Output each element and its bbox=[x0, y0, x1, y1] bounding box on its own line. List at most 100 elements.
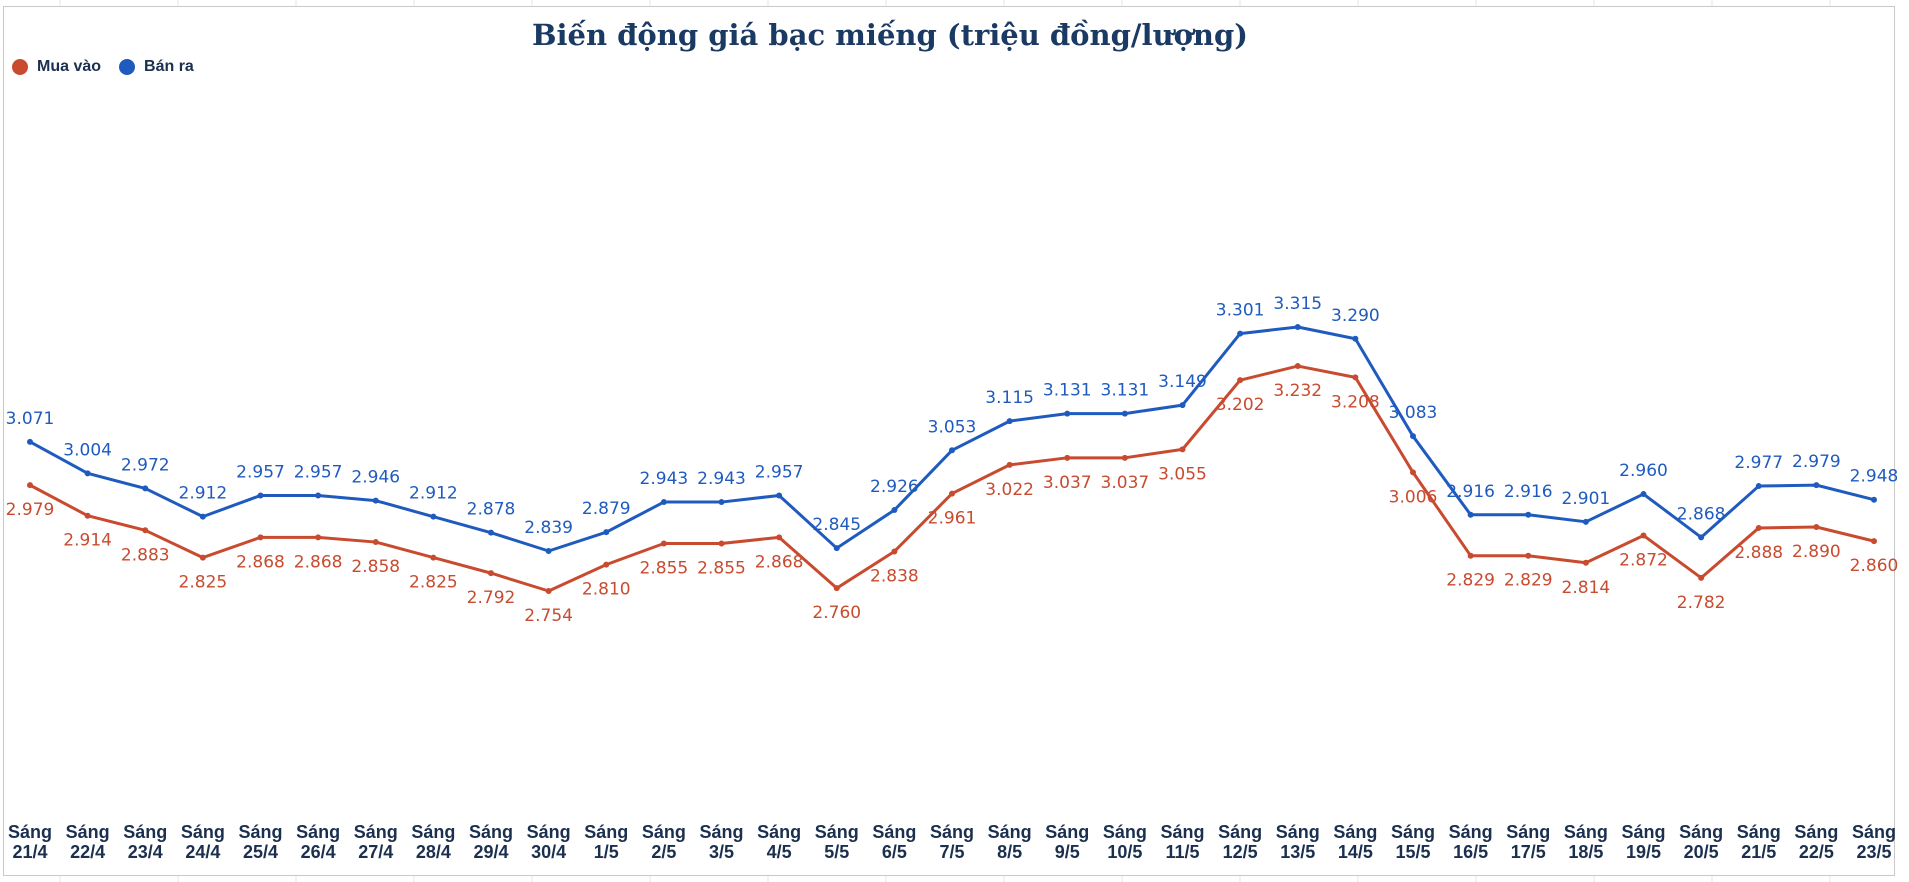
data-label-mua-vao: 3.037 bbox=[1101, 473, 1150, 493]
data-label-mua-vao: 2.860 bbox=[1850, 556, 1899, 576]
data-point-mua-vao bbox=[372, 539, 379, 546]
legend-item-mua-vao: Mua vào bbox=[12, 58, 101, 76]
data-label-mua-vao: 3.037 bbox=[1043, 473, 1092, 493]
data-point-ban-ra bbox=[1179, 402, 1186, 409]
x-tick-label: 5/5 bbox=[824, 842, 849, 862]
data-label-mua-vao: 2.883 bbox=[121, 545, 170, 565]
data-point-mua-vao bbox=[833, 585, 840, 592]
data-label-ban-ra: 2.957 bbox=[755, 462, 804, 482]
data-point-mua-vao bbox=[1871, 538, 1877, 545]
data-label-mua-vao: 2.825 bbox=[179, 573, 228, 593]
data-point-ban-ra bbox=[315, 492, 322, 499]
data-label-ban-ra: 2.868 bbox=[1677, 504, 1726, 524]
data-point-ban-ra bbox=[1813, 482, 1820, 489]
data-label-ban-ra: 2.943 bbox=[697, 469, 746, 489]
data-point-mua-vao bbox=[1294, 363, 1301, 370]
data-label-mua-vao: 2.868 bbox=[755, 552, 804, 572]
x-tick-label: 22/4 bbox=[70, 842, 105, 862]
x-tick-label: 4/5 bbox=[767, 842, 792, 862]
data-label-ban-ra: 2.972 bbox=[121, 455, 170, 475]
x-tick-label: Sáng bbox=[930, 822, 974, 842]
data-point-ban-ra bbox=[372, 497, 379, 504]
data-label-mua-vao: 3.055 bbox=[1158, 464, 1207, 484]
legend-label-ban-ra: Bán ra bbox=[144, 58, 194, 75]
data-point-mua-vao bbox=[1352, 374, 1359, 381]
data-point-mua-vao bbox=[1121, 454, 1128, 461]
legend-swatch-mua-vao bbox=[12, 59, 28, 75]
data-label-ban-ra: 2.979 bbox=[1792, 452, 1841, 472]
data-point-ban-ra bbox=[1698, 534, 1705, 541]
data-label-mua-vao: 2.868 bbox=[294, 552, 343, 572]
x-tick-label: 13/5 bbox=[1280, 842, 1315, 862]
data-point-mua-vao bbox=[1410, 469, 1416, 476]
x-tick-label: 16/5 bbox=[1453, 842, 1488, 862]
x-tick-label: Sáng bbox=[354, 822, 398, 842]
data-label-mua-vao: 2.888 bbox=[1734, 543, 1783, 563]
x-tick-label: 26/4 bbox=[301, 842, 336, 862]
data-label-mua-vao: 3.006 bbox=[1389, 487, 1438, 507]
data-label-ban-ra: 3.083 bbox=[1389, 403, 1438, 423]
x-tick-label: 22/5 bbox=[1799, 842, 1834, 862]
data-label-mua-vao: 2.838 bbox=[870, 566, 919, 586]
data-point-mua-vao bbox=[84, 512, 91, 519]
x-tick-label: 12/5 bbox=[1223, 842, 1258, 862]
x-tick-label: 24/4 bbox=[185, 842, 220, 862]
data-label-mua-vao: 2.825 bbox=[409, 573, 458, 593]
x-tick-label: 17/5 bbox=[1511, 842, 1546, 862]
data-label-mua-vao: 2.855 bbox=[640, 558, 689, 578]
data-point-mua-vao bbox=[1525, 552, 1532, 559]
data-label-mua-vao: 2.961 bbox=[928, 509, 977, 529]
data-label-ban-ra: 3.149 bbox=[1158, 372, 1207, 392]
x-tick-label: 19/5 bbox=[1626, 842, 1661, 862]
x-tick-label: 25/4 bbox=[243, 842, 278, 862]
data-point-mua-vao bbox=[1813, 524, 1820, 530]
data-label-mua-vao: 2.829 bbox=[1446, 571, 1495, 591]
x-tick-label: 7/5 bbox=[939, 842, 964, 862]
data-point-mua-vao bbox=[949, 490, 955, 497]
x-tick-label: Sáng bbox=[757, 822, 801, 842]
data-label-ban-ra: 3.115 bbox=[985, 388, 1034, 408]
data-label-ban-ra: 2.839 bbox=[524, 518, 573, 538]
data-point-ban-ra bbox=[1755, 483, 1762, 490]
x-tick-label: 1/5 bbox=[594, 842, 619, 862]
data-label-mua-vao: 2.814 bbox=[1562, 578, 1611, 598]
data-point-mua-vao bbox=[1064, 454, 1071, 461]
data-label-ban-ra: 2.977 bbox=[1734, 453, 1783, 473]
data-point-ban-ra bbox=[891, 507, 898, 514]
x-tick-label: Sáng bbox=[296, 822, 340, 842]
x-tick-label: Sáng bbox=[872, 822, 916, 842]
data-label-ban-ra: 2.960 bbox=[1619, 461, 1668, 481]
data-point-mua-vao bbox=[27, 482, 33, 489]
x-tick-label: Sáng bbox=[1218, 822, 1262, 842]
x-tick-label: Sáng bbox=[1391, 822, 1435, 842]
data-point-ban-ra bbox=[833, 545, 840, 552]
data-point-mua-vao bbox=[718, 540, 725, 547]
data-point-ban-ra bbox=[1352, 335, 1359, 342]
data-label-ban-ra: 3.071 bbox=[6, 409, 55, 429]
x-tick-label: 10/5 bbox=[1107, 842, 1142, 862]
chart-title: Biến động giá bạc miếng (triệu đồng/lượn… bbox=[532, 18, 1248, 52]
x-tick-label: Sáng bbox=[1333, 822, 1377, 842]
data-point-ban-ra bbox=[545, 548, 552, 554]
data-point-ban-ra bbox=[1121, 410, 1128, 417]
data-point-ban-ra bbox=[488, 529, 494, 536]
data-label-ban-ra: 2.879 bbox=[582, 499, 631, 519]
data-point-ban-ra bbox=[718, 499, 725, 506]
data-point-mua-vao bbox=[430, 554, 437, 561]
data-label-mua-vao: 2.858 bbox=[351, 557, 400, 577]
data-point-mua-vao bbox=[199, 554, 206, 561]
data-label-mua-vao: 2.829 bbox=[1504, 571, 1553, 591]
data-label-mua-vao: 3.232 bbox=[1273, 381, 1322, 401]
x-tick-label: 15/5 bbox=[1395, 842, 1430, 862]
data-point-mua-vao bbox=[488, 570, 494, 577]
chart-panel bbox=[3, 6, 1895, 876]
x-tick-label: 14/5 bbox=[1338, 842, 1373, 862]
x-tick-label: Sáng bbox=[1737, 822, 1781, 842]
data-point-ban-ra bbox=[1525, 511, 1532, 518]
x-tick-label: 23/5 bbox=[1856, 842, 1891, 862]
data-point-mua-vao bbox=[1006, 461, 1013, 468]
x-tick-label: Sáng bbox=[1621, 822, 1665, 842]
x-tick-label: 21/5 bbox=[1741, 842, 1776, 862]
x-tick-label: 21/4 bbox=[12, 842, 47, 862]
